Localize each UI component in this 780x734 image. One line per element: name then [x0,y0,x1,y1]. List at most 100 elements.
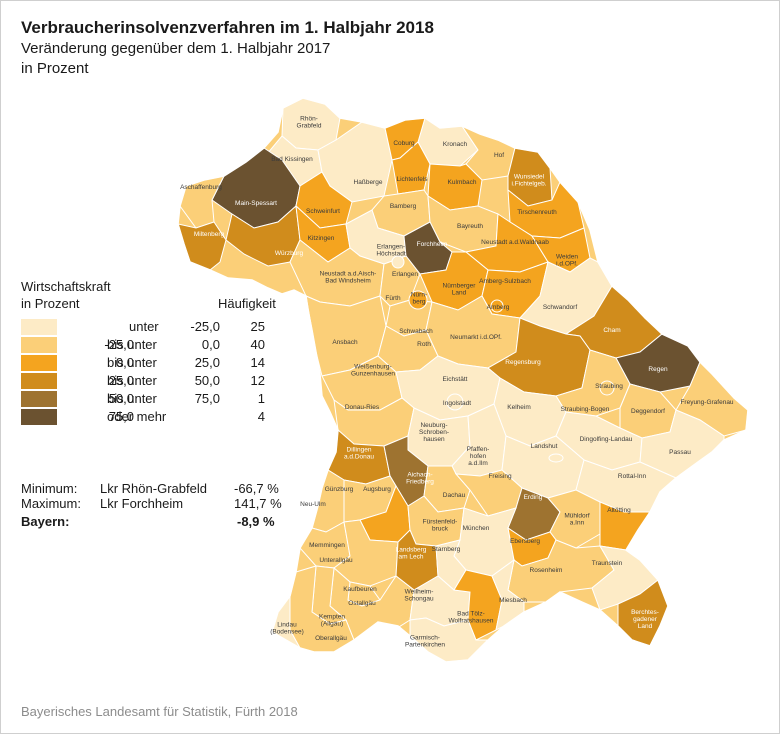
region-label: Miesbach [499,597,527,604]
region-label: Straubing [595,383,623,390]
region-label: Starnberg [432,546,461,553]
legend-swatch [21,373,57,389]
legend-count: 25 [250,319,265,334]
legend-count: 12 [250,373,265,388]
map-title: Verbraucherinsolvenzverfahren im 1. Halb… [21,18,434,37]
legend-row: 0,0 bis unter 25,0 14 [21,355,271,371]
legend-row: 50,0 bis unter 75,0 1 [21,391,271,407]
region-label: Lindau (Bodensee) [270,621,304,635]
region-label: Memmingen [309,542,345,549]
legend-row: 75,0 oder mehr 4 [21,409,271,425]
region-label: Neumarkt i.d.OPf. [450,334,502,341]
legend-to: 25,0 [194,355,220,370]
legend-sep: bis unter [107,355,157,370]
region-label: Eichstätt [443,376,468,383]
region-amberg [490,299,504,313]
region-label: Coburg [393,140,415,147]
region-label: Dillingen a.d.Donau [344,446,374,460]
region-label: Regensburg [505,359,541,366]
region-label: Aschaffenburg [180,184,222,191]
region-label: Bad Tölz-Wolfratshausen [448,610,493,624]
region-label: Kronach [443,141,468,148]
region-label: Neustadt a.d.Aisch-Bad Windsheim [320,270,377,284]
region-label: Weißenburg-Gunzenhausen [351,363,395,377]
region-label: Landshut [531,443,558,450]
legend-swatch [21,355,57,371]
region-label: Bamberg [390,203,417,210]
legend-count: 1 [257,391,265,406]
region-landshut-city [548,453,564,463]
region-label: Cham [603,327,620,334]
region-label: Passau [669,449,691,456]
source-note: Bayerisches Landesamt für Statistik, Für… [21,704,298,719]
region-label: Fürstenfeld-bruck [423,518,458,532]
region-erlangen [391,255,405,269]
region-label: München [463,525,490,532]
region-label: Rhön-Grabfeld [297,115,322,129]
region-label: Weilheim-Schongau [404,588,434,602]
region-label: Donau-Ries [345,404,380,411]
legend-sep: bis unter [107,373,157,388]
min-region: Lkr Rhön-Grabfeld [100,481,207,496]
region-label: Schwandorf [543,304,578,311]
region-label: Rosenheim [530,567,563,574]
legend-to: 50,0 [194,373,220,388]
legend-subtitle: in Prozent [21,296,80,311]
region-label: Erlangen-Höchstadt [376,243,405,257]
region-label: Oberallgäu [315,635,347,642]
region-label: Günzburg [325,486,354,493]
region-label: Ebersberg [510,538,540,545]
region-label: Pfaffen-hofen a.d.Ilm [467,446,490,467]
region-label: Amberg [487,304,510,311]
legend-from: 25,0 [108,373,134,388]
region-label: Kaufbeuren [343,586,377,593]
region-label: Mühldorf a.Inn [564,512,589,526]
legend-count: 14 [250,355,265,370]
region-label: Rottal-Inn [618,473,647,480]
region-label: Forchheim [417,241,448,248]
region-label: Nürn-berg [411,291,427,305]
legend-from: 0,0 [115,355,134,370]
legend-from: -25,0 [104,337,134,352]
max-value: 141,7 % [234,496,282,511]
region-straubing [599,380,615,396]
legend-sep: bis unter [107,391,157,406]
legend-sep: unter [129,319,159,334]
region-label: Hof [494,152,504,159]
region-label: Aichach-Friedberg [406,471,434,485]
region-label: Neustadt a.d.Waldnaab [481,239,549,246]
max-region: Lkr Forchheim [100,496,184,511]
region-label: Freising [488,473,512,480]
region-label: Bad Kissingen [271,156,313,163]
region-label: Augsburg [363,486,391,493]
legend-row: -25,0 bis unter 0,0 40 [21,337,271,353]
region-label: Dachau [443,492,466,499]
region-label: Tirschenreuth [517,209,557,216]
legend-title: Wirtschaftskraft [21,279,111,294]
legend-sep: bis unter [107,337,157,352]
region-ingolstadt [446,393,464,411]
region-label: Neu-Ulm [300,501,326,508]
region-label: Dingolfing-Landau [580,436,633,443]
region-label: Unterallgäu [319,557,353,564]
region-label: Roth [417,341,431,348]
region-label: Ingolstadt [443,400,471,407]
region-label: Weiden i.d.OPf. [556,253,578,267]
legend-row: 25,0 bis unter 50,0 12 [21,373,271,389]
legend-count: 4 [257,409,265,424]
region-label: Ansbach [332,339,358,346]
legend-row: unter -25,0 25 [21,319,271,335]
region-label: Traunstein [592,560,623,567]
legend-from: 50,0 [108,391,134,406]
region-label: Neuburg-Schroben-hausen [419,422,449,443]
region-label: Landsberg am Lech [396,546,427,560]
region-label: Altötting [607,507,631,514]
legend-sep: oder mehr [107,409,167,424]
region-label: Kelheim [507,404,530,411]
region-label: Ostallgäu [348,600,376,607]
legend-to: 0,0 [201,337,220,352]
region-label: Berchtes-gadener Land [631,609,659,630]
region-label: Deggendorf [631,408,665,415]
region-label: Kempten (Allgäu) [319,613,345,627]
